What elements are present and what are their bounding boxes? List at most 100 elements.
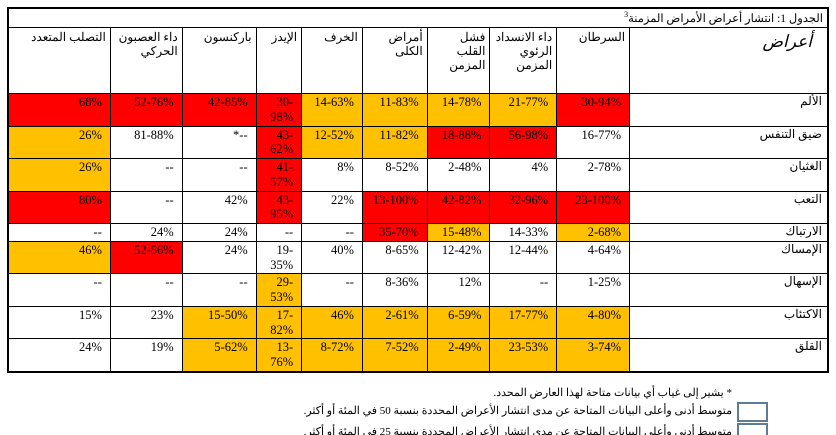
value-cell: -- (109, 158, 183, 192)
value-cell: 14-63% (301, 93, 363, 127)
table-title-superscript: 3 (624, 10, 629, 19)
value-cell: 11-83% (361, 93, 428, 127)
value-cell: 1-25% (556, 273, 631, 307)
value-cell: 2-68% (556, 223, 631, 242)
value-cell: 17-82% (255, 305, 303, 340)
value-cell: 24% (181, 223, 257, 242)
value-cell: 19-35% (255, 240, 303, 275)
value-cell: 43-62% (255, 125, 303, 159)
value-cell: 14-33% (489, 223, 558, 242)
column-header-disease: داء العصبون الحركي (109, 27, 183, 94)
value-cell: 19% (109, 338, 183, 373)
value-cell: 6-59% (426, 305, 491, 340)
value-cell: 43-95% (255, 190, 303, 224)
value-cell: -- (7, 273, 111, 307)
value-cell: 15-50% (181, 305, 257, 340)
column-header-disease: داء الانسداد الرئوي المزمن (489, 27, 558, 94)
value-cell: 81-88% (109, 125, 183, 159)
value-cell: 30-94% (556, 93, 631, 127)
value-cell: 40% (301, 240, 363, 275)
value-cell: 42-85% (181, 93, 257, 127)
table-title-text: الجدول 1: انتشار أعراض الأمراض المزمنة (628, 12, 823, 25)
value-cell: 13-76% (255, 338, 303, 373)
value-cell: 52-56% (109, 240, 183, 275)
column-header-disease: فشل القلب المزمن (426, 27, 491, 94)
column-header-disease: الخرف (301, 27, 363, 94)
table-row: الاكتئاب 4-80% 17-77% 6-59% 2-61% 46% 17-82% 15… (7, 305, 829, 340)
value-cell: -- (7, 223, 111, 242)
value-cell: 15-48% (426, 223, 491, 242)
symptom-prevalence-table: الجدول 1: انتشار أعراض الأمراض المزمنة3 … (7, 7, 829, 373)
value-cell: 24% (7, 338, 111, 373)
row-label: الاكتئاب (629, 305, 829, 340)
table-title: الجدول 1: انتشار أعراض الأمراض المزمنة3 (7, 7, 829, 28)
value-cell: 17-77% (489, 305, 558, 340)
value-cell: 15% (7, 305, 111, 340)
column-header-disease: أمراض الكلى (361, 27, 428, 94)
footnote-asterisk-line: * يشير إلى غياب أي بيانات متاحة لهذا الع… (7, 386, 768, 401)
value-cell: -- (109, 190, 183, 224)
table-row: ضيق التنفس 16-77% 56-98% 18-88% 11-82% 12-52%… (7, 125, 829, 159)
value-cell: 8-72% (301, 338, 363, 373)
column-header-disease: السرطان (556, 27, 631, 94)
value-cell: 35-70% (361, 223, 428, 242)
row-label: الارتباك (629, 223, 829, 242)
value-cell: 29-53% (255, 273, 303, 307)
value-cell: -- (489, 273, 558, 307)
table-row: الغثيان 2-78% 4% 2-48% 8-52% 8% 41-57% -- -- 26% (7, 158, 829, 192)
table-header-row: أعراض السرطان داء الانسداد الرئوي المزمن ف… (7, 27, 829, 94)
row-label: الإمساك (629, 240, 829, 275)
value-cell: 8% (301, 158, 363, 192)
table-row: الارتباك 2-68% 14-33% 15-48% 35-70% -- -- 24% 24… (7, 223, 829, 242)
value-cell: 3-74% (556, 338, 631, 373)
table-row: الألم 30-94% 21-77% 14-78% 11-83% 14-63% 30-98… (7, 93, 829, 127)
value-cell: 12-52% (301, 125, 363, 159)
value-cell: 24% (181, 240, 257, 275)
value-cell: 46% (301, 305, 363, 340)
value-cell: 2-61% (361, 305, 428, 340)
footnotes: * يشير إلى غياب أي بيانات متاحة لهذا الع… (7, 386, 768, 435)
value-cell: -- (181, 273, 257, 307)
value-cell: -- (255, 223, 303, 242)
value-cell: 14-78% (426, 93, 491, 127)
row-label: التعب (629, 190, 829, 224)
table-row: الإمساك 4-64% 12-44% 12-42% 8-65% 40% 19-35% 24… (7, 240, 829, 275)
table-row: القلق 3-74% 23-53% 2-49% 7-52% 8-72% 13-76% 5-6… (7, 338, 829, 373)
value-cell: -- (301, 223, 363, 242)
value-cell: 4% (489, 158, 558, 192)
value-cell: 42-82% (426, 190, 491, 224)
footnote-asterisk-text: * يشير إلى غياب أي بيانات متاحة لهذا الع… (493, 386, 732, 399)
value-cell: 18-88% (426, 125, 491, 159)
footnote-red-legend-line: متوسط أدنى وأعلى البيانات المتاحة عن مدى… (7, 401, 768, 422)
value-cell: 12-44% (489, 240, 558, 275)
column-header-disease: باركنسون (181, 27, 257, 94)
column-header-symptoms: أعراض (629, 27, 829, 94)
value-cell: 41-57% (255, 158, 303, 192)
value-cell: 12-42% (426, 240, 491, 275)
value-cell: 8-36% (361, 273, 428, 307)
value-cell: 30-98% (255, 93, 303, 127)
value-cell: 2-48% (426, 158, 491, 192)
value-cell: 68% (7, 93, 111, 127)
value-cell: 56-98% (489, 125, 558, 159)
value-cell: 4-80% (556, 305, 631, 340)
value-cell: 2-49% (426, 338, 491, 373)
value-cell: 22% (301, 190, 363, 224)
column-header-disease: الإيدز (255, 27, 303, 94)
row-label: ضيق التنفس (629, 125, 829, 159)
value-cell: 23-53% (489, 338, 558, 373)
red-legend-swatch (737, 401, 768, 422)
row-label: الغثيان (629, 158, 829, 192)
value-cell: 52-76% (109, 93, 183, 127)
value-cell: 23-100% (556, 190, 631, 224)
value-cell: 2-78% (556, 158, 631, 192)
value-cell: 80% (7, 190, 111, 224)
footnote-red-legend-text: متوسط أدنى وأعلى البيانات المتاحة عن مدى… (303, 404, 732, 417)
row-label: الإسهال (629, 273, 829, 307)
value-cell: -- (301, 273, 363, 307)
value-cell: 4-64% (556, 240, 631, 275)
orange-legend-swatch (737, 422, 768, 435)
column-header-disease: التصلب المتعدد (7, 27, 111, 94)
value-cell: 11-82% (361, 125, 428, 159)
